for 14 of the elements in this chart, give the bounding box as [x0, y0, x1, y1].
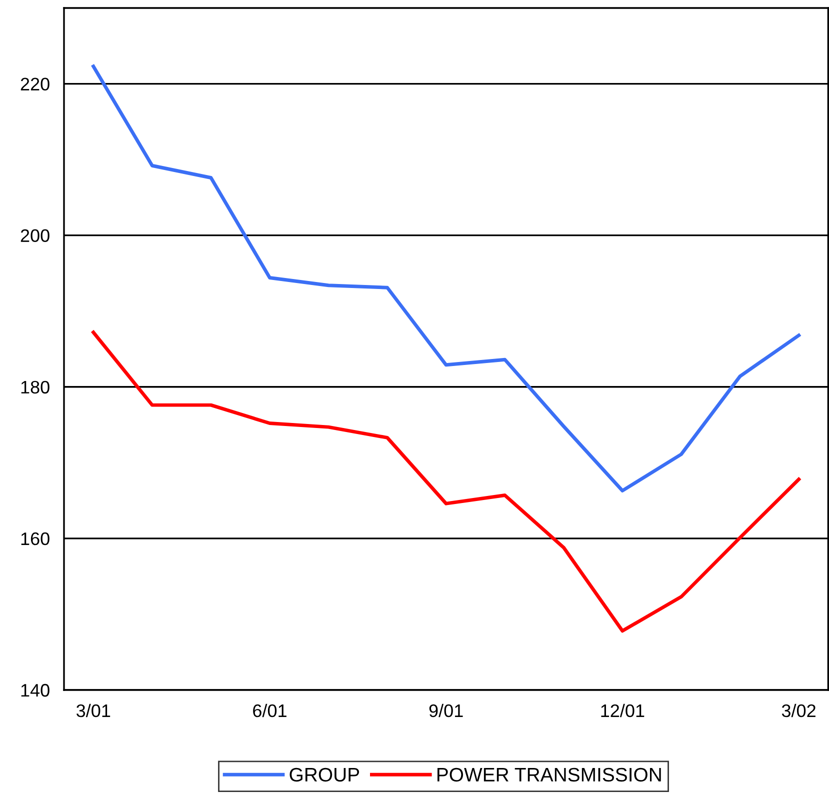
legend-label: GROUP [290, 768, 360, 782]
y-tick-label: 160 [21, 532, 50, 546]
y-tick-label: 220 [20, 78, 50, 90]
x-tick-label: 9/01 [429, 704, 463, 718]
y-tick-label: 140 [21, 684, 50, 697]
x-tick-label: 12/01 [601, 704, 644, 718]
y-tick-label: 200 [20, 229, 50, 242]
y-tick-label: 180 [21, 380, 50, 394]
legend-label: POWER TRANSMISSION [437, 768, 661, 782]
x-tick-label: 6/01 [253, 704, 286, 718]
x-tick-label: 3/02 [782, 704, 816, 718]
x-tick-label: 3/01 [76, 704, 110, 718]
line-series [92, 64, 801, 492]
line-series [92, 330, 801, 633]
